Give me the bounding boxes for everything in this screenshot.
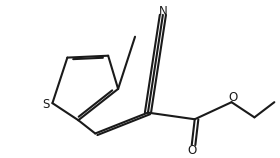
- Text: O: O: [228, 91, 237, 104]
- Text: S: S: [42, 98, 49, 111]
- Text: N: N: [158, 5, 167, 18]
- Text: O: O: [187, 144, 196, 157]
